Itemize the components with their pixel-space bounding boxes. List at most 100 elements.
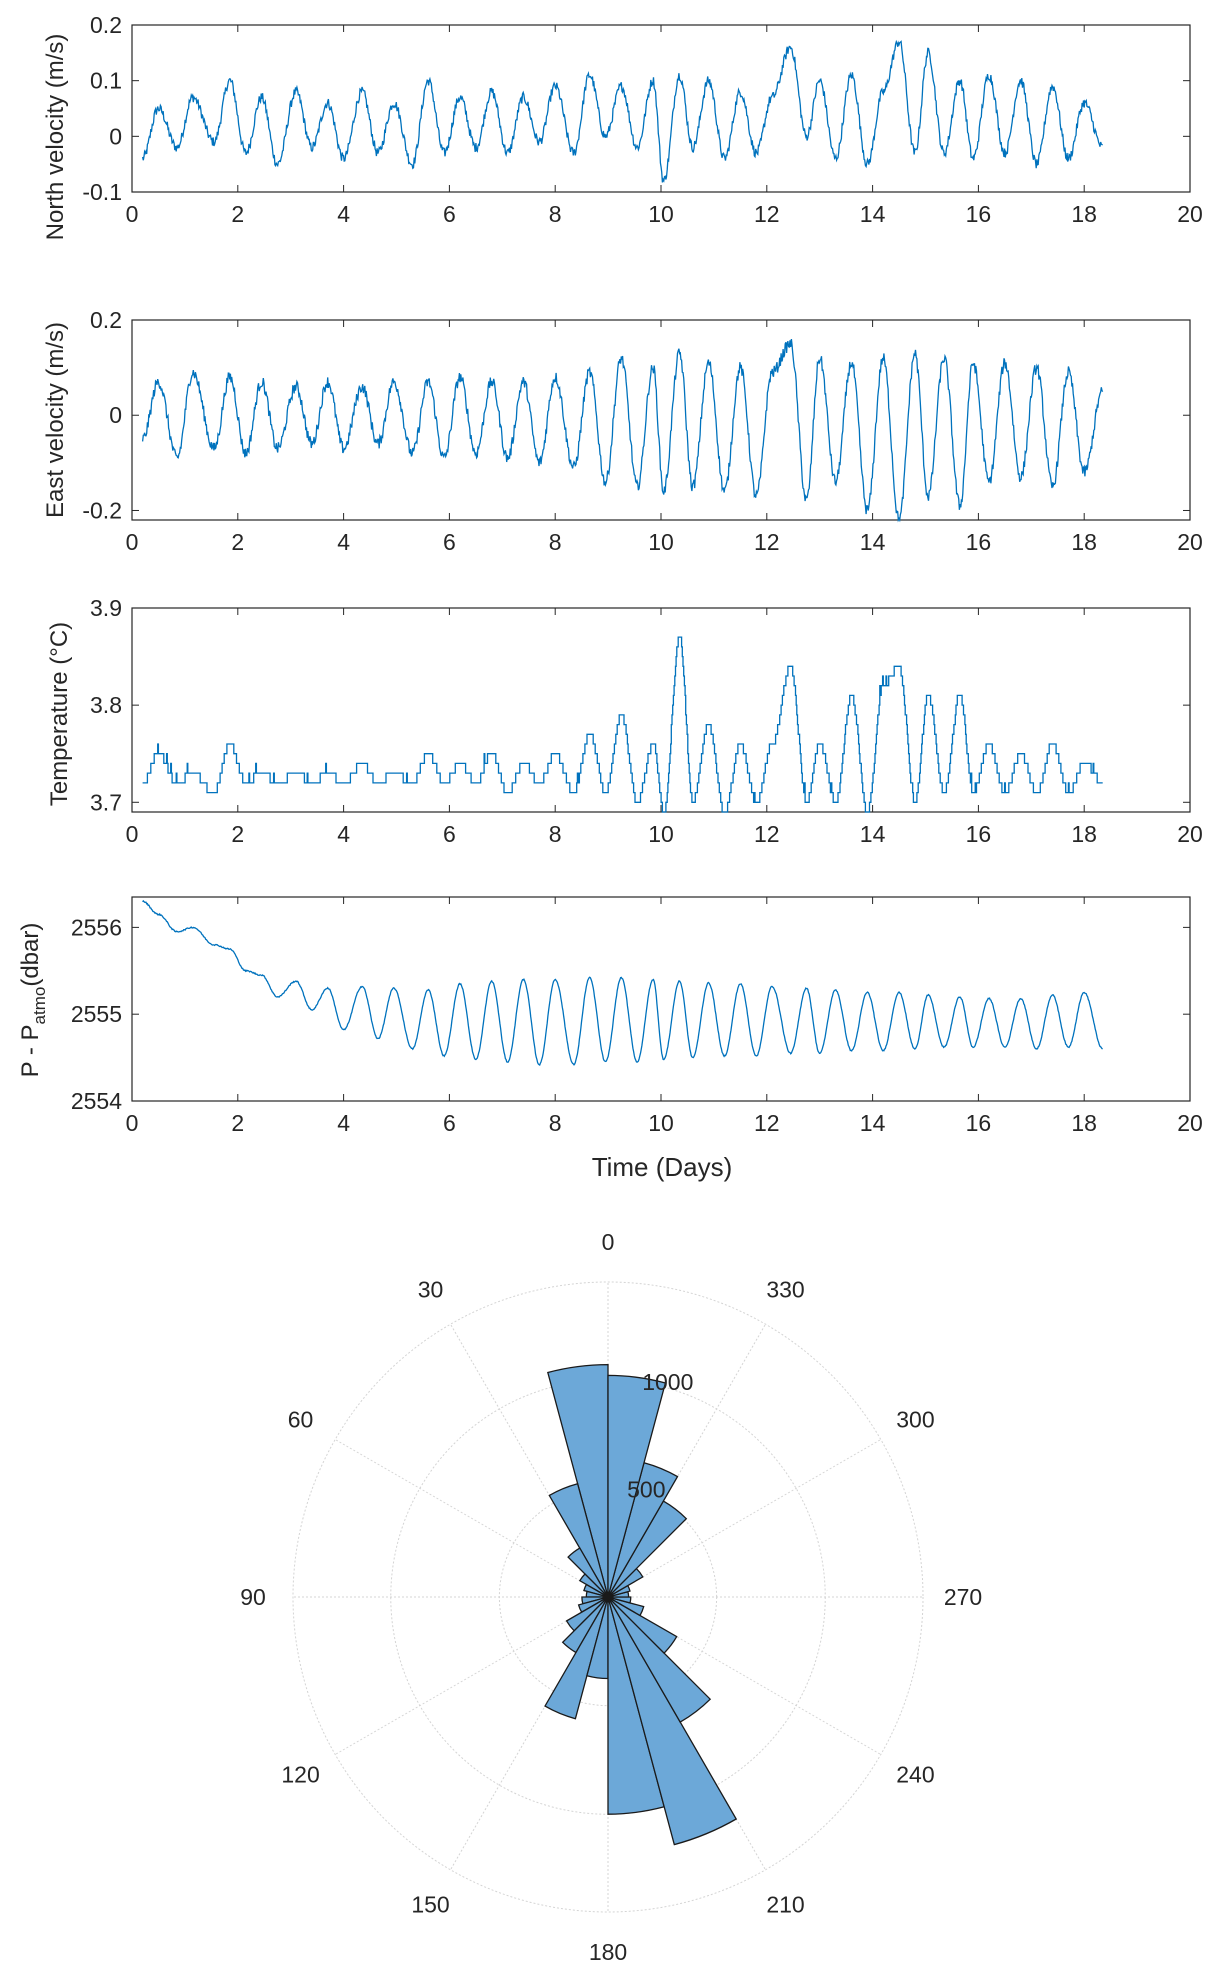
- polar-bin-wedge: [607, 1374, 667, 1598]
- north-velocity-xtick-label: 6: [443, 201, 456, 227]
- temperature-panel: Temperature (°C) 0 2 4 6 8 10 12 14 16 18 20 3.7 3.8…: [46, 595, 1203, 847]
- north-velocity-xtick-label: 0: [126, 201, 139, 227]
- pressure-xtick-label: 16: [966, 1110, 992, 1136]
- north-velocity-xtick-label: 4: [337, 201, 350, 227]
- polar-r-label: 500: [627, 1476, 665, 1502]
- east-velocity-xtick-label: 0: [126, 529, 139, 555]
- temperature-series-line: [142, 636, 1103, 813]
- temperature-xtick-label: 4: [337, 821, 350, 847]
- temperature-xtick-label: 18: [1071, 821, 1097, 847]
- polar-bin-wedge: [607, 1596, 632, 1604]
- pressure-xtick-label: 14: [860, 1110, 886, 1136]
- north-velocity-xtick-label: 20: [1177, 201, 1203, 227]
- pressure-xtick-label: 10: [648, 1110, 674, 1136]
- north-velocity-xtick-label: 14: [860, 201, 886, 227]
- temperature-xtick-label: 10: [648, 821, 674, 847]
- pressure-xtick-label: 4: [337, 1110, 350, 1136]
- polar-bin-wedge: [548, 1482, 609, 1598]
- north-velocity-ytick-label: 0: [109, 123, 122, 149]
- east-velocity-axes-box: [131, 319, 1191, 521]
- temperature-ytick-label: 3.9: [90, 595, 122, 621]
- east-velocity-ytick-label: 0.2: [90, 307, 122, 333]
- north-velocity-xtick-label: 2: [231, 201, 244, 227]
- polar-bin-wedge: [607, 1596, 738, 1846]
- pressure-xtick-label: 2: [231, 1110, 244, 1136]
- north-velocity-ylabel: North velocity (m/s): [42, 34, 69, 241]
- polar-theta-label: 240: [896, 1762, 934, 1788]
- polar-theta-label: 150: [411, 1891, 449, 1917]
- polar-theta-label: 330: [766, 1277, 804, 1303]
- polar-theta-label: 0: [602, 1229, 615, 1255]
- polar-spoke: [607, 1439, 882, 1598]
- east-velocity-ylabel: East velocity (m/s): [42, 322, 69, 518]
- east-velocity-xtick-label: 18: [1071, 529, 1097, 555]
- pressure-xtick-label: 8: [549, 1110, 562, 1136]
- temperature-xtick-label: 0: [126, 821, 139, 847]
- north-velocity-xtick-label: 8: [549, 201, 562, 227]
- north-velocity-xtick-label: 10: [648, 201, 674, 227]
- pressure-ytick-label: 2554: [71, 1088, 122, 1114]
- pressure-panel: P - Patmo(dbar) Time (Days) 0 2 4 6 8 10 12 14 1…: [17, 896, 1203, 1182]
- temperature-ylabel: Temperature (°C): [46, 622, 73, 806]
- polar-theta-label: 120: [281, 1762, 319, 1788]
- north-velocity-xtick-label: 16: [966, 201, 992, 227]
- north-velocity-xtick-label: 12: [754, 201, 780, 227]
- polar-r-label: 1000: [642, 1369, 693, 1395]
- polar-center-dot: [605, 1594, 611, 1600]
- east-velocity-xtick-label: 8: [549, 529, 562, 555]
- east-velocity-ytick-label: -0.2: [82, 497, 122, 523]
- north-velocity-series-line: [141, 39, 1103, 183]
- temperature-xtick-label: 12: [754, 821, 780, 847]
- pressure-axes-box: [131, 896, 1191, 1102]
- pressure-xtick-label: 12: [754, 1110, 780, 1136]
- polar-theta-label: 210: [766, 1891, 804, 1917]
- polar-outer-circle: [292, 1281, 924, 1913]
- pressure-ylabel-sub: atmo: [30, 987, 49, 1025]
- pressure-xtick-label: 6: [443, 1110, 456, 1136]
- polar-bin-wedge: [607, 1596, 712, 1723]
- temperature-xtick-label: 20: [1177, 821, 1203, 847]
- time-xlabel: Time (Days): [592, 1152, 733, 1182]
- north-velocity-ytick-label: -0.1: [82, 179, 122, 205]
- east-velocity-xtick-label: 2: [231, 529, 244, 555]
- pressure-ylabel-main: P - P: [17, 1024, 44, 1077]
- temperature-ytick-label: 3.8: [90, 692, 122, 718]
- north-velocity-panel: North velocity (m/s) 0 2 4 6 8 10 12 14 16 18 20 -0…: [42, 12, 1203, 240]
- north-velocity-xtick-label: 18: [1071, 201, 1097, 227]
- polar-bin-wedge: [578, 1573, 609, 1598]
- temperature-xtick-label: 2: [231, 821, 244, 847]
- north-velocity-ytick-label: 0.2: [90, 12, 122, 38]
- pressure-series-line: [142, 899, 1103, 1066]
- polar-bin-wedge: [567, 1547, 609, 1598]
- polar-theta-label: 270: [944, 1584, 982, 1610]
- polar-bin-wedge: [583, 1583, 609, 1598]
- north-velocity-ytick-label: 0.1: [90, 68, 122, 94]
- east-velocity-xtick-label: 6: [443, 529, 456, 555]
- temperature-xtick-label: 14: [860, 821, 886, 847]
- pressure-ytick-label: 2555: [71, 1001, 122, 1027]
- polar-bin-wedge: [607, 1596, 645, 1617]
- polar-theta-label: 180: [589, 1939, 627, 1965]
- temperature-xtick-label: 8: [549, 821, 562, 847]
- polar-theta-label: 90: [240, 1584, 266, 1610]
- pressure-ylabel-unit: (dbar): [17, 923, 44, 987]
- pressure-xtick-label: 0: [126, 1110, 139, 1136]
- polar-theta-label: 300: [896, 1407, 934, 1433]
- polar-theta-label: 30: [418, 1277, 444, 1303]
- polar-spoke: [334, 1596, 609, 1755]
- pressure-ylabel: P - Patmo(dbar): [17, 923, 49, 1078]
- east-velocity-series-line: [141, 339, 1104, 523]
- east-velocity-xtick-label: 14: [860, 529, 886, 555]
- polar-theta-label: 60: [288, 1407, 314, 1433]
- temperature-xtick-label: 6: [443, 821, 456, 847]
- polar-spoke: [334, 1439, 609, 1598]
- east-velocity-xtick-label: 20: [1177, 529, 1203, 555]
- polar-bin-wedge: [607, 1596, 678, 1655]
- temperature-xtick-label: 16: [966, 821, 992, 847]
- temperature-ytick-label: 3.7: [90, 789, 122, 815]
- east-velocity-panel: East velocity (m/s) 0 2 4 6 8 10 12 14 16 18 20 -0.…: [42, 307, 1203, 555]
- east-velocity-xtick-label: 12: [754, 529, 780, 555]
- east-velocity-xtick-label: 4: [337, 529, 350, 555]
- east-velocity-xtick-label: 16: [966, 529, 992, 555]
- temperature-axes-box: [131, 607, 1191, 813]
